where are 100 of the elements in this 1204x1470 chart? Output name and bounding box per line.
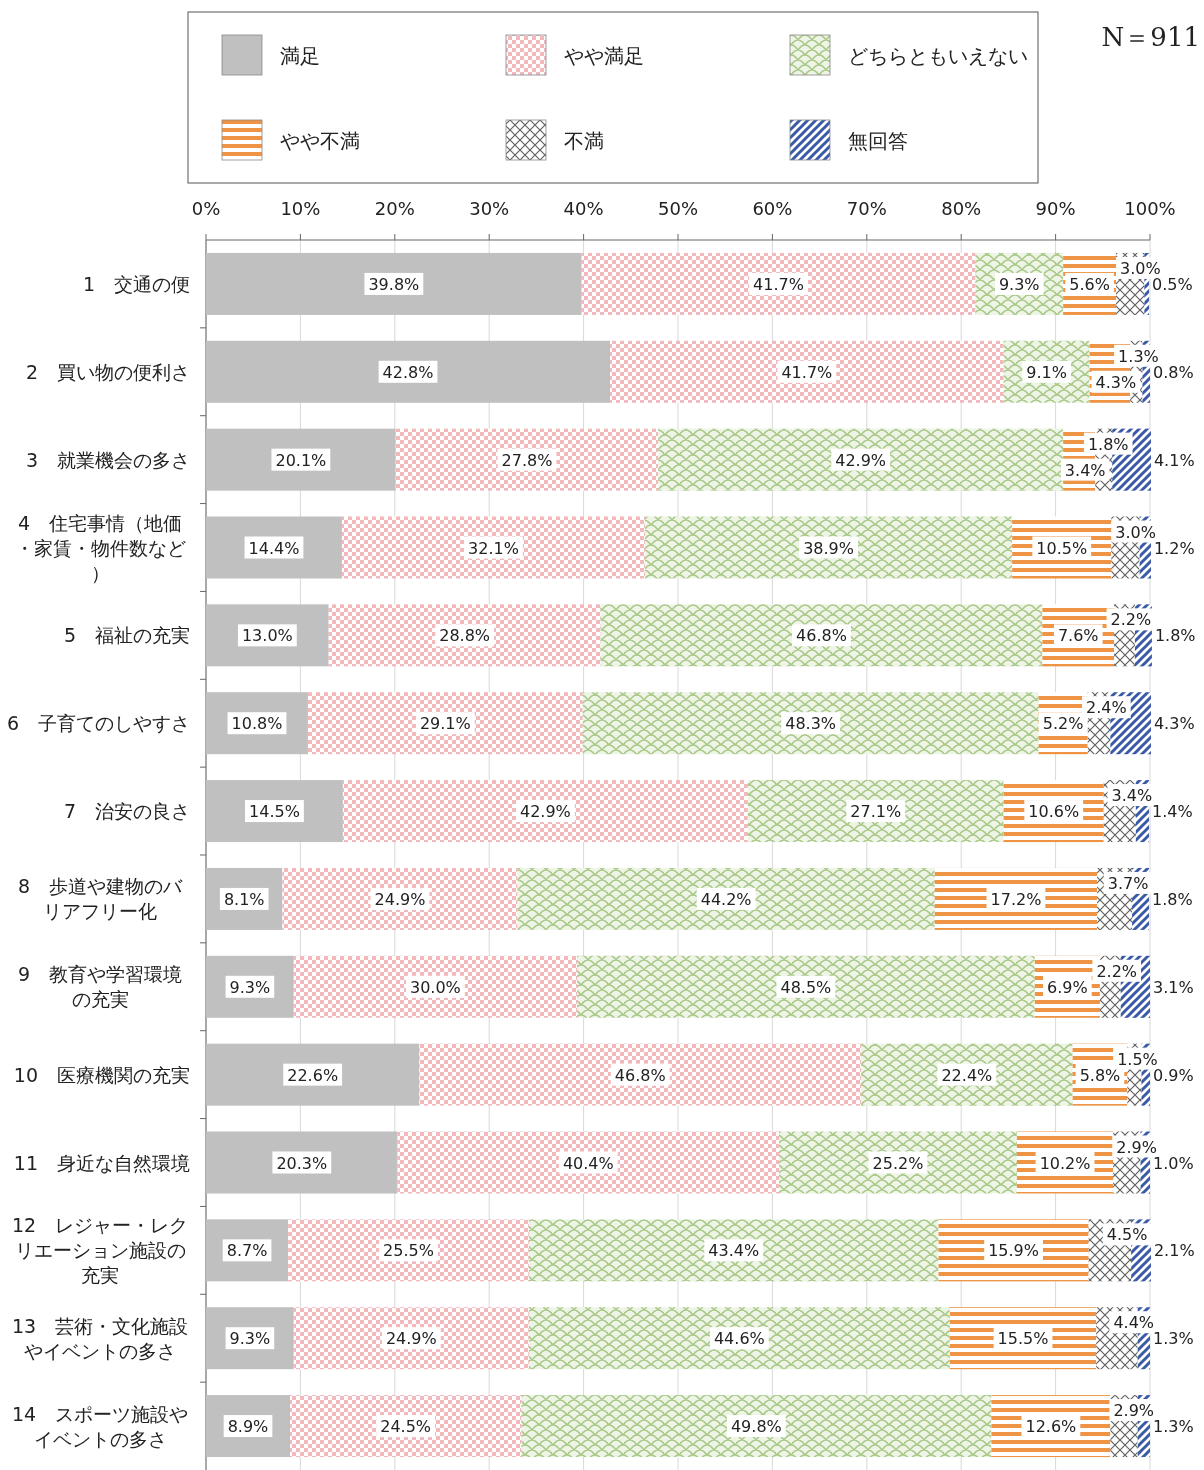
y-tick-label: 13 芸術・文化施設やイベントの多さ — [11, 1314, 189, 1362]
data-label: 9.3% — [998, 274, 1040, 294]
y-tick-label: 7 治安の良さ — [63, 800, 190, 823]
data-label: 46.8% — [614, 1065, 666, 1085]
bar — [206, 340, 611, 403]
data-label: 9.3% — [229, 977, 271, 997]
bar — [328, 604, 601, 667]
data-label: 1.8% — [1087, 434, 1129, 454]
x-tick-label: 60% — [752, 198, 793, 219]
data-label: 42.9% — [835, 450, 887, 470]
x-tick-label: 40% — [563, 198, 604, 219]
y-tick-label: 14 スポーツ施設やイベントの多さ — [11, 1402, 189, 1450]
data-label: 29.1% — [419, 714, 471, 734]
data-label: 9.3% — [229, 1329, 271, 1349]
data-label: 15.9% — [988, 1241, 1040, 1261]
data-label: 38.9% — [803, 538, 854, 558]
bar — [644, 516, 1013, 579]
data-label: 5.6% — [1069, 274, 1110, 294]
y-tick-label: 6 子育てのしやすさ — [6, 712, 190, 735]
bar — [342, 780, 748, 843]
data-label: 20.1% — [275, 450, 327, 470]
x-tick-label: 80% — [941, 198, 982, 219]
x-tick-label: 90% — [1035, 198, 1076, 219]
data-label: 4.5% — [1106, 1225, 1148, 1245]
data-label: 6.9% — [1047, 977, 1088, 997]
data-label: 1.3% — [1153, 1329, 1194, 1349]
bar — [282, 867, 518, 930]
data-label: 13.0% — [241, 626, 293, 646]
data-label: 30.0% — [409, 977, 461, 997]
data-label: 44.6% — [713, 1329, 765, 1349]
bar — [517, 867, 935, 930]
bar — [600, 604, 1043, 667]
data-label: 41.7% — [753, 274, 804, 294]
data-label: 3.4% — [1111, 786, 1153, 806]
data-label: 4.3% — [1153, 714, 1195, 734]
data-label: 5.2% — [1042, 714, 1084, 734]
y-tick-label: 12 レジャー・レクリエーション施設の充実 — [11, 1214, 189, 1287]
data-label: 27.1% — [850, 802, 902, 822]
y-tick-label: 4 住宅事情（地価・家賃・物件数など） — [14, 511, 186, 584]
data-label: 2.4% — [1086, 698, 1127, 718]
bar — [395, 428, 659, 491]
x-tick-label: 50% — [657, 198, 699, 219]
bar — [290, 1395, 522, 1458]
bar — [419, 1043, 862, 1106]
bar — [528, 1307, 950, 1370]
bar — [861, 1043, 1073, 1106]
bar — [206, 428, 396, 491]
bar — [206, 252, 582, 315]
data-label: 10.2% — [1039, 1153, 1091, 1173]
bar — [658, 428, 1064, 491]
data-label: 2.2% — [1096, 961, 1138, 981]
bar — [293, 955, 577, 1018]
bar — [288, 1219, 529, 1282]
bar — [528, 1219, 939, 1282]
data-label: 15.5% — [997, 1329, 1049, 1349]
data-label: 10.8% — [231, 714, 283, 734]
x-tick-label: 10% — [280, 198, 321, 219]
x-tick-label: 30% — [469, 198, 510, 219]
data-label: 3.1% — [1153, 977, 1194, 997]
data-label: 1.8% — [1154, 626, 1196, 646]
legend-label: 無回答 — [848, 129, 908, 153]
data-label: 1.2% — [1153, 538, 1195, 558]
bar — [293, 1307, 529, 1370]
legend-label: 不満 — [564, 129, 604, 153]
data-label: 10.5% — [1036, 538, 1088, 558]
data-label: 3.7% — [1107, 873, 1149, 893]
data-label: 9.1% — [1026, 362, 1067, 382]
x-tick-label: 70% — [846, 198, 887, 219]
y-tick-label: 10 医療機関の充実 — [13, 1063, 190, 1086]
y-tick-label: 8 歩道や建物のバリアフリー化 — [17, 875, 184, 923]
data-label: 39.8% — [368, 274, 420, 294]
x-tick-label: 100% — [1124, 198, 1176, 219]
data-label: 17.2% — [990, 889, 1042, 909]
bar — [397, 1131, 780, 1194]
data-label: 8.9% — [227, 1417, 269, 1437]
bar — [949, 1307, 1097, 1370]
data-label: 43.4% — [708, 1241, 760, 1261]
data-label: 42.8% — [382, 362, 434, 382]
legend-label: やや満足 — [564, 44, 644, 68]
data-label: 22.4% — [941, 1065, 993, 1085]
data-label: 42.9% — [519, 802, 571, 822]
data-label: 24.5% — [380, 1417, 432, 1437]
data-label: 44.2% — [700, 889, 752, 909]
y-tick-label: 3 就業機会の多さ — [25, 448, 190, 471]
y-tick-label: 1 交通の便 — [82, 272, 190, 295]
bar — [307, 692, 583, 755]
data-label: 10.6% — [1028, 802, 1080, 822]
data-label: 24.9% — [385, 1329, 437, 1349]
bar — [747, 780, 1004, 843]
data-label: 2.1% — [1153, 1241, 1195, 1261]
data-label: 4.4% — [1113, 1313, 1155, 1333]
data-label: 25.5% — [383, 1241, 434, 1261]
data-label: 8.1% — [223, 889, 265, 909]
data-label: 40.4% — [562, 1153, 614, 1173]
data-label: 14.5% — [249, 802, 300, 822]
data-label: 1.4% — [1152, 802, 1193, 822]
data-label: 28.8% — [439, 626, 491, 646]
data-label: 4.3% — [1095, 372, 1137, 392]
data-label: 1.3% — [1153, 1417, 1194, 1437]
y-tick-label: 9 教育や学習環境の充実 — [17, 963, 183, 1011]
